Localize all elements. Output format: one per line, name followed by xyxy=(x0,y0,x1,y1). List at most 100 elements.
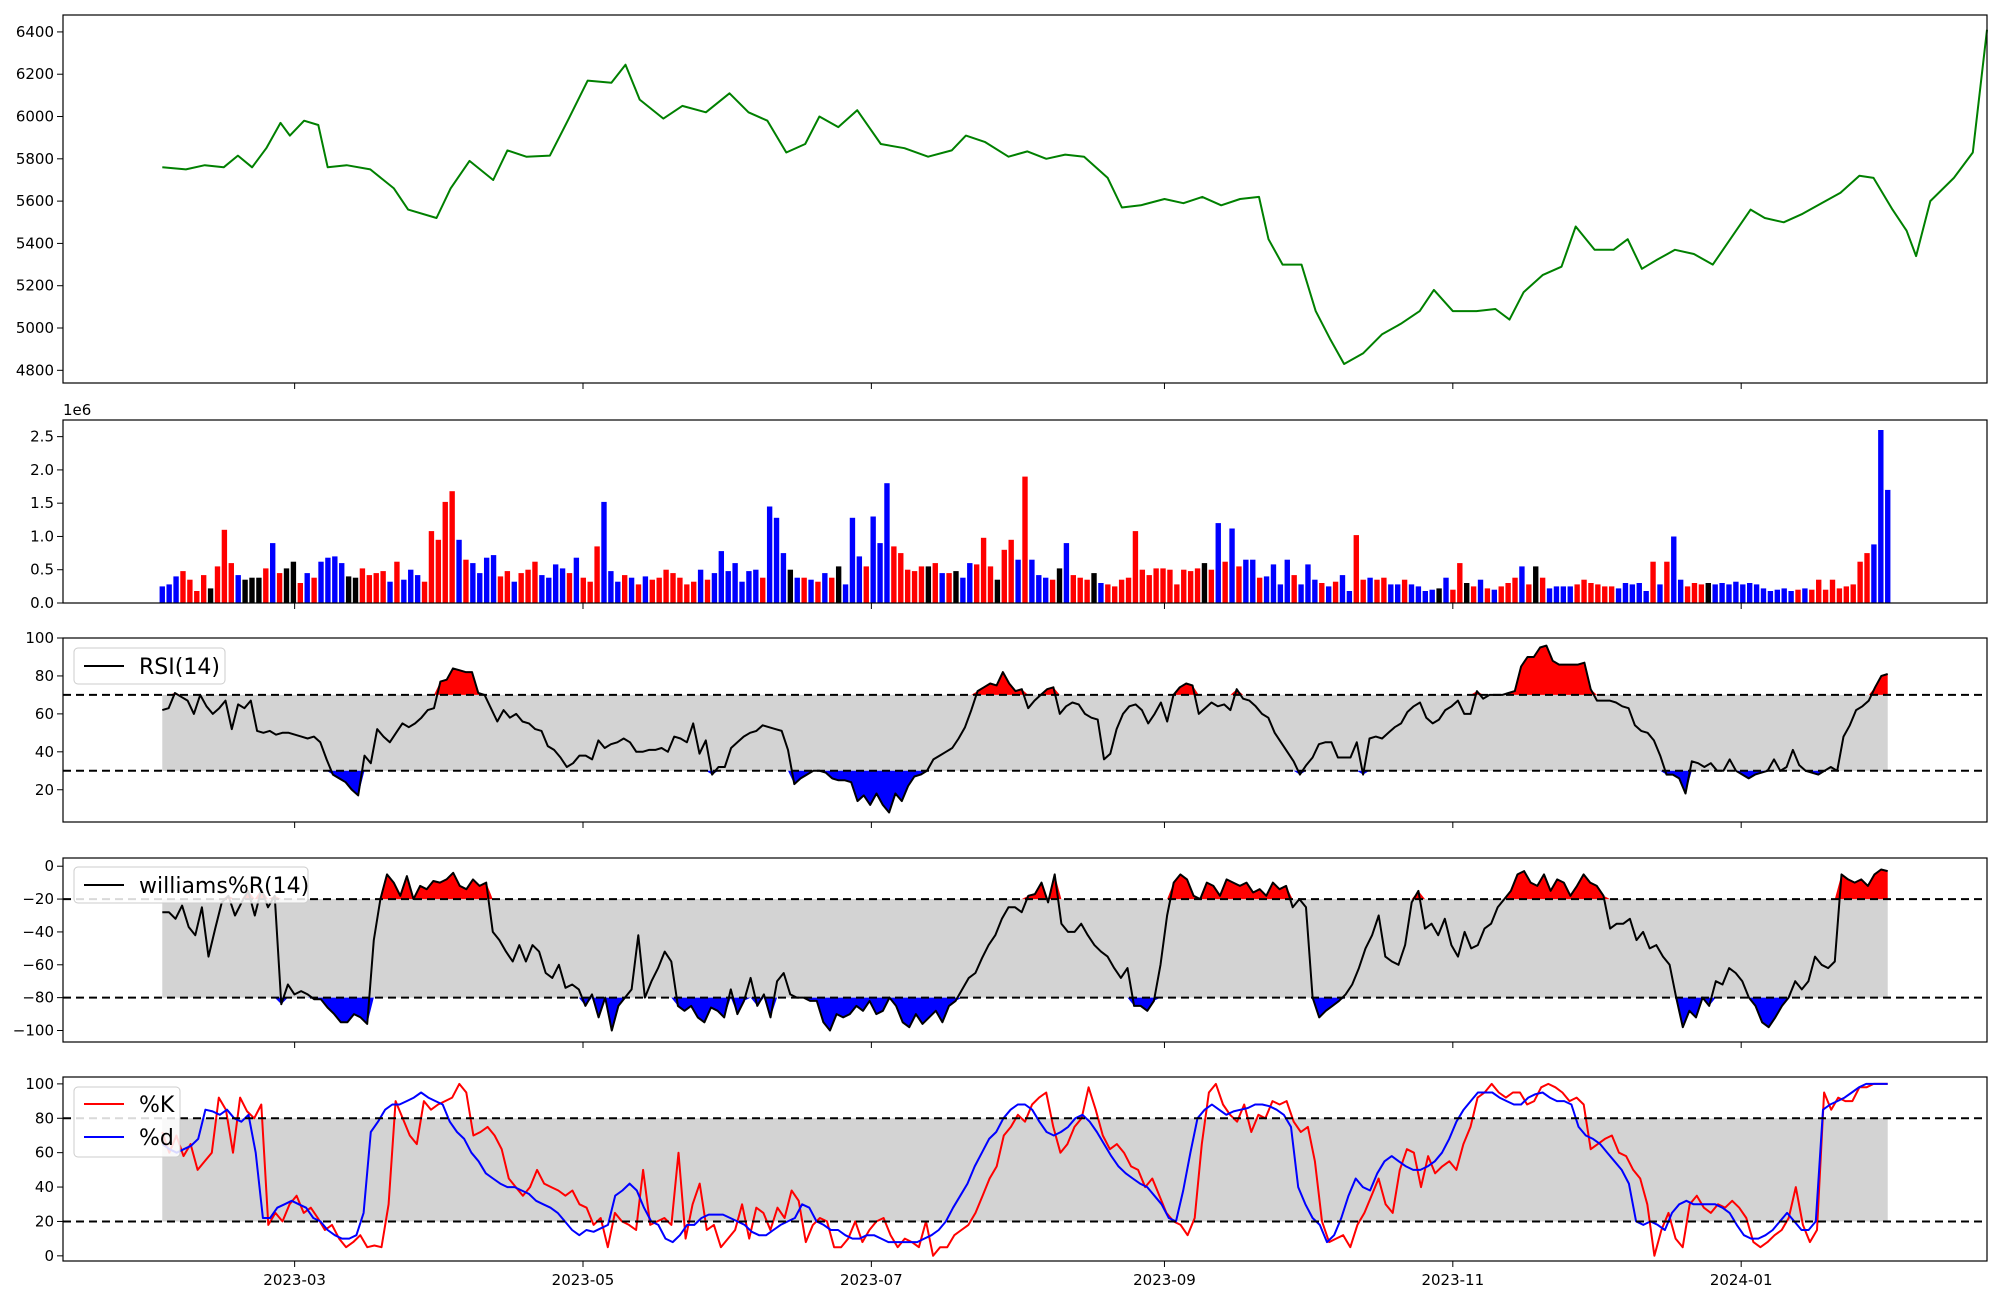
volume-bar xyxy=(1726,584,1732,603)
volume-y-tick-label: 1.0 xyxy=(30,527,54,545)
volume-bar xyxy=(1443,577,1449,603)
volume-bar xyxy=(1229,528,1235,603)
volume-bar xyxy=(849,517,856,603)
volume-bar xyxy=(925,566,932,603)
rsi-y-tick-label: 40 xyxy=(35,743,54,761)
volume-bar xyxy=(1740,584,1746,603)
x-tick-label: 2023-07 xyxy=(840,1271,903,1289)
volume-bar xyxy=(311,577,317,603)
volume-bar xyxy=(1194,568,1201,603)
volume-bar xyxy=(1664,561,1670,603)
volume-bar xyxy=(842,584,849,603)
stochastic-y-tick-label: 20 xyxy=(35,1212,54,1230)
volume-bar xyxy=(1698,584,1705,603)
volume-bar xyxy=(1015,559,1021,603)
stochastic-y-tick-label: 80 xyxy=(35,1109,54,1127)
volume-bar xyxy=(1622,583,1629,603)
volume-y-tick-label: 1.5 xyxy=(30,494,54,512)
stochastic-y-tick-label: 0 xyxy=(44,1247,54,1265)
volume-bar xyxy=(1291,575,1297,603)
volume-y-tick-label: 0.5 xyxy=(30,561,54,579)
volume-bar xyxy=(1519,566,1525,603)
volume-bar xyxy=(566,573,573,603)
volume-bar xyxy=(187,579,193,603)
rsi-panel: 20 40 60 80 100 RSI(14) xyxy=(25,629,1988,823)
volume-bar xyxy=(1284,559,1290,603)
volume-bar xyxy=(1001,549,1007,603)
volume-bar xyxy=(1691,583,1698,603)
volume-bar xyxy=(1546,588,1553,603)
volume-bar xyxy=(1850,584,1856,603)
williams-line xyxy=(162,868,1888,1032)
stochastic-y-tick-label: 100 xyxy=(25,1075,54,1093)
volume-bar xyxy=(304,573,310,603)
volume-bar xyxy=(435,539,442,603)
volume-bar xyxy=(394,561,400,603)
volume-bar xyxy=(801,577,807,603)
volume-bar xyxy=(946,573,952,603)
volume-bar xyxy=(414,575,421,603)
volume-bar xyxy=(1346,591,1353,603)
volume-bar xyxy=(829,577,835,603)
volume-bar xyxy=(725,571,731,603)
volume-bar xyxy=(1036,575,1042,603)
volume-bar xyxy=(1422,591,1428,603)
williams-y-tick-label: −80 xyxy=(22,989,54,1007)
volume-bar xyxy=(766,506,773,603)
volume-bar xyxy=(1477,579,1484,603)
williams-legend: williams%R(14) xyxy=(73,866,309,904)
volume-bar xyxy=(297,583,303,603)
volume-bar xyxy=(325,557,331,603)
volume-bar xyxy=(628,577,635,603)
volume-bar xyxy=(863,566,869,603)
volume-bar xyxy=(1864,553,1870,603)
volume-bar xyxy=(1381,577,1387,603)
volume-bar xyxy=(1457,563,1463,603)
volume-bar xyxy=(1705,583,1711,603)
volume-bar xyxy=(1574,584,1580,603)
volume-bar xyxy=(1829,579,1836,603)
volume-bar xyxy=(1139,569,1146,603)
volume-bar xyxy=(1878,430,1884,603)
volume-bar xyxy=(221,529,228,603)
volume-bar xyxy=(249,577,255,603)
volume-bar xyxy=(1450,589,1456,603)
x-tick-label: 2024-01 xyxy=(1710,1271,1773,1289)
stochastic-legend: %K %d xyxy=(73,1086,181,1158)
volume-bar xyxy=(601,501,607,603)
volume-y-tick-label: 2.5 xyxy=(30,428,54,446)
volume-bar xyxy=(939,573,945,603)
volume-bar xyxy=(773,517,780,603)
volume-bar xyxy=(1774,589,1780,603)
volume-bar xyxy=(1008,539,1014,603)
volume-bar xyxy=(1174,584,1180,603)
volume-bar xyxy=(980,537,987,603)
volume-bar xyxy=(180,571,186,603)
volume-bar xyxy=(1491,589,1498,603)
k-legend-label: %K xyxy=(139,1093,175,1118)
volume-bar xyxy=(270,543,276,603)
stochastic-y-tick-label: 60 xyxy=(35,1144,54,1162)
volume-bar xyxy=(1215,523,1221,603)
volume-bar xyxy=(974,564,980,603)
volume-bar xyxy=(794,577,800,603)
volume-bar xyxy=(815,581,821,603)
williams-y-axis: 0 −20 −40 −60 −80 −100 xyxy=(13,857,63,1040)
williams-y-tick-label: −40 xyxy=(22,923,54,941)
volume-bar xyxy=(656,577,662,603)
volume-bar xyxy=(1367,577,1373,603)
volume-bar xyxy=(1319,583,1325,603)
volume-bar xyxy=(718,551,725,603)
volume-bar xyxy=(884,483,890,603)
rsi-y-axis: 20 40 60 80 100 xyxy=(25,629,63,799)
volume-bar xyxy=(684,584,690,603)
volume-bar xyxy=(1526,584,1532,603)
volume-bar xyxy=(1250,559,1256,603)
volume-bar xyxy=(1843,586,1849,603)
volume-bar xyxy=(587,581,593,603)
volume-bar xyxy=(214,566,221,603)
volume-bar xyxy=(1277,584,1284,603)
volume-bar xyxy=(1560,586,1567,603)
volume-bar xyxy=(1816,579,1822,603)
volume-bar xyxy=(1885,489,1891,603)
